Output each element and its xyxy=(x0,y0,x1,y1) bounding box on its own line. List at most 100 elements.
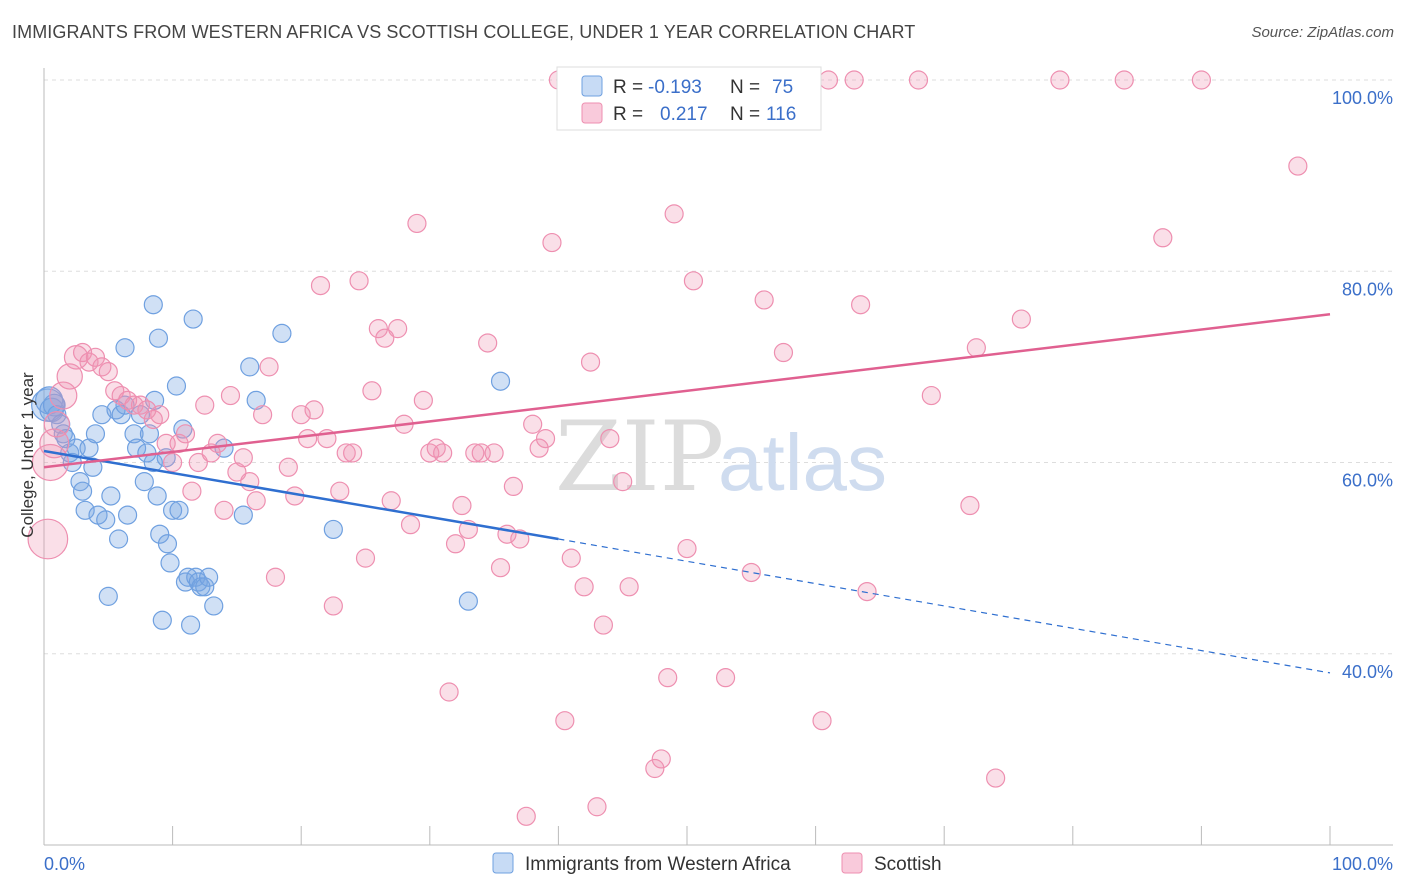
pink-point-51 xyxy=(362,381,382,401)
pink-point-48 xyxy=(343,443,363,463)
blue-point-33 xyxy=(139,424,160,444)
pink-point-17 xyxy=(137,400,157,420)
blue-point-18 xyxy=(92,405,112,425)
blue-point-27 xyxy=(115,338,135,358)
pink-point-102 xyxy=(818,70,839,90)
pink-point-43 xyxy=(310,275,331,296)
pink-point-77 xyxy=(529,438,549,458)
y-tick-label-60: 60.0% xyxy=(1342,471,1393,491)
pink-point-59 xyxy=(413,390,433,410)
legend-n-label-2: N = xyxy=(730,104,760,125)
y-tick-label-100: 100.0% xyxy=(1332,88,1393,108)
pink-point-94 xyxy=(677,538,697,559)
pink-point-83 xyxy=(574,577,594,597)
pink-point-15 xyxy=(124,395,144,415)
pink-point-92 xyxy=(658,668,678,688)
pink-point-112 xyxy=(1050,70,1070,90)
blue-point-20 xyxy=(98,586,118,606)
blue-point-35 xyxy=(144,390,165,410)
blue-point-57 xyxy=(204,596,224,616)
y-tick-label-80: 80.0% xyxy=(1342,279,1393,299)
pink-point-3 xyxy=(43,411,71,438)
blue-point-59 xyxy=(233,505,253,525)
pink-point-32 xyxy=(233,448,253,468)
pink-point-74 xyxy=(510,529,530,549)
pink-point-93 xyxy=(664,204,684,224)
pink-point-38 xyxy=(278,457,298,477)
pink-point-11 xyxy=(98,362,118,382)
pink-point-36 xyxy=(259,357,279,377)
x-tick-label-100: 100.0% xyxy=(1332,854,1393,874)
y-axis-title: College, Under 1 year xyxy=(18,372,37,538)
legend: R = -0.193 N = 75 R = 0.217 N = 116 xyxy=(556,66,822,131)
pink-point-91 xyxy=(651,749,671,769)
pink-point-110 xyxy=(986,768,1006,788)
pink-point-70 xyxy=(484,443,504,463)
blue-point-45 xyxy=(166,376,187,396)
pink-point-28 xyxy=(208,433,228,453)
pink-point-35 xyxy=(253,405,273,425)
pink-point-64 xyxy=(445,534,466,554)
pink-point-45 xyxy=(323,596,343,616)
pink-point-62 xyxy=(433,443,453,463)
pink-point-87 xyxy=(600,428,620,449)
pink-point-23 xyxy=(175,424,196,444)
pink-point-81 xyxy=(555,711,575,731)
blue-point-23 xyxy=(108,529,129,549)
pink-point-55 xyxy=(388,319,408,339)
blue-trend-line xyxy=(43,449,559,541)
pink-point-116 xyxy=(1288,156,1308,176)
pink-point-40 xyxy=(291,405,311,425)
blue-point-46 xyxy=(169,500,189,520)
legend-n-label-1: N = xyxy=(730,77,760,98)
y-tick-label-40: 40.0% xyxy=(1342,662,1393,682)
pink-point-34 xyxy=(246,491,266,511)
source-label: Source: ZipAtlas.com xyxy=(1251,24,1394,41)
blue-point-62 xyxy=(272,323,292,344)
pink-point-71 xyxy=(490,558,511,578)
watermark-zip-text: ZIP xyxy=(555,401,724,513)
legend-n-value-2: 116 xyxy=(766,104,796,125)
bottom-legend-swatch-pink xyxy=(841,852,863,874)
tick-labels: 40.0% 60.0% 80.0% 100.0% 0.0% 100.0% xyxy=(44,88,1393,874)
blue-point-43 xyxy=(160,553,180,573)
bottom-legend-label-1: Immigrants from Western Africa xyxy=(525,854,791,875)
pink-point-99 xyxy=(741,562,761,583)
x-tick-label-0: 0.0% xyxy=(44,854,85,874)
pink-point-47 xyxy=(336,443,356,463)
pink-point-67 xyxy=(465,443,485,463)
pink-point-65 xyxy=(452,495,472,516)
pink-point-41 xyxy=(298,428,318,449)
blue-point-26 xyxy=(117,505,138,525)
pink-point-25 xyxy=(188,452,208,473)
pink-point-104 xyxy=(851,295,871,315)
blue-point-24 xyxy=(111,405,131,425)
pink-point-78 xyxy=(535,428,556,449)
legend-r-value-2: 0.217 xyxy=(660,104,708,125)
pink-point-29 xyxy=(214,500,234,520)
pink-point-85 xyxy=(587,797,607,817)
pink-point-5 xyxy=(56,363,83,390)
blue-point-14 xyxy=(79,438,99,458)
bottom-legend-label-2: Scottish xyxy=(874,854,942,875)
pink-point-76 xyxy=(523,414,543,434)
pink-point-30 xyxy=(220,385,241,406)
pink-point-49 xyxy=(349,271,369,291)
pink-point-111 xyxy=(1011,309,1031,329)
pink-point-82 xyxy=(561,548,581,568)
blue-point-60 xyxy=(240,357,260,377)
pink-point-115 xyxy=(1191,70,1212,90)
pink-point-100 xyxy=(754,290,774,310)
blue-point-31 xyxy=(134,472,154,492)
pink-point-53 xyxy=(375,328,395,348)
pink-point-19 xyxy=(150,405,170,425)
pink-point-63 xyxy=(439,682,459,702)
blue-point-38 xyxy=(148,328,169,348)
blue-point-42 xyxy=(157,534,178,554)
blue-trend-line-extension xyxy=(558,538,1331,674)
pink-point-106 xyxy=(908,70,929,90)
legend-r-value-1: -0.193 xyxy=(648,77,702,98)
pink-point-101 xyxy=(773,342,794,363)
blue-point-13 xyxy=(75,500,95,520)
legend-swatch-blue xyxy=(581,75,603,97)
